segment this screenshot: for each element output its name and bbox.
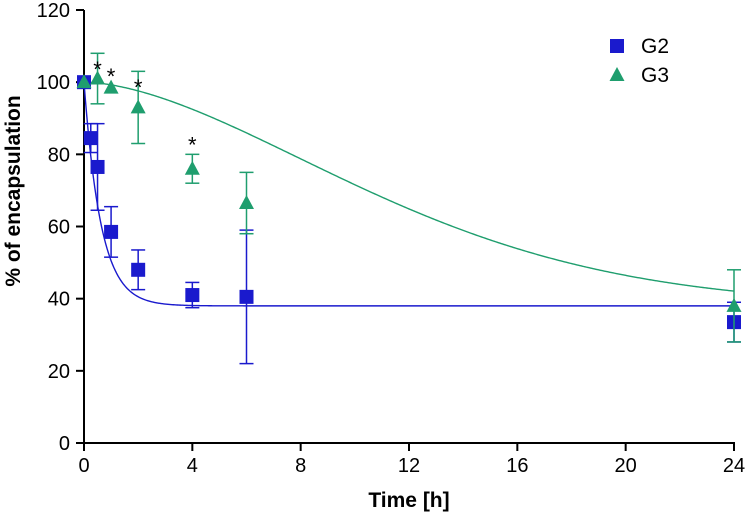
y-tick-label: 120 (37, 0, 70, 22)
significance-annotation: * (93, 57, 102, 82)
data-point (103, 79, 119, 94)
data-point (83, 131, 98, 146)
x-tick-label: 16 (506, 455, 528, 477)
y-ticks: 0 20 40 60 80 100 120 (37, 0, 84, 455)
y-tick-label: 0 (59, 433, 70, 455)
series-g2 (77, 75, 741, 365)
x-axis-title: Time [h] (368, 489, 449, 512)
y-tick-label: 20 (48, 361, 70, 383)
data-point (131, 262, 146, 277)
fit-curve-g2 (83, 82, 734, 307)
data-point (90, 159, 105, 174)
data-point (130, 99, 146, 114)
y-axis-title: % of encapsulation (2, 95, 25, 286)
y-tick-label: 80 (48, 144, 70, 166)
x-axis: 0 4 8 12 16 20 24 (78, 442, 745, 477)
y-tick-label: 60 (48, 217, 70, 239)
y-tick-label: 40 (48, 289, 70, 311)
fit-curve-g3 (83, 81, 735, 292)
x-tick-label: 24 (723, 455, 745, 477)
data-point (726, 297, 742, 312)
x-tick-label: 4 (187, 455, 198, 477)
significance-annotation: * (134, 75, 143, 100)
legend-marker-g2 (610, 39, 624, 53)
x-tick-label: 20 (615, 455, 637, 477)
significance-annotation: * (107, 64, 116, 89)
data-point (104, 224, 119, 239)
x-tick-label: 8 (295, 455, 306, 477)
legend-label-g2: G2 (641, 35, 669, 58)
series-g3 (76, 52, 742, 343)
data-point (184, 160, 200, 175)
x-tick-label: 12 (398, 455, 420, 477)
legend-marker-g3 (609, 67, 625, 81)
data-point (76, 74, 92, 89)
legend-label-g3: G3 (641, 64, 669, 87)
y-axis: 0 20 40 60 80 100 120 (37, 0, 85, 455)
data-point (239, 289, 254, 304)
plot-area: * * ** (76, 52, 742, 365)
data-point (239, 195, 254, 210)
x-tick-label: 0 (78, 455, 89, 477)
data-point (90, 70, 106, 85)
y-tick-label: 100 (37, 72, 70, 94)
significance-annotation: * (188, 133, 197, 158)
data-point (185, 288, 200, 303)
x-ticks: 0 4 8 12 16 20 24 (78, 443, 745, 477)
